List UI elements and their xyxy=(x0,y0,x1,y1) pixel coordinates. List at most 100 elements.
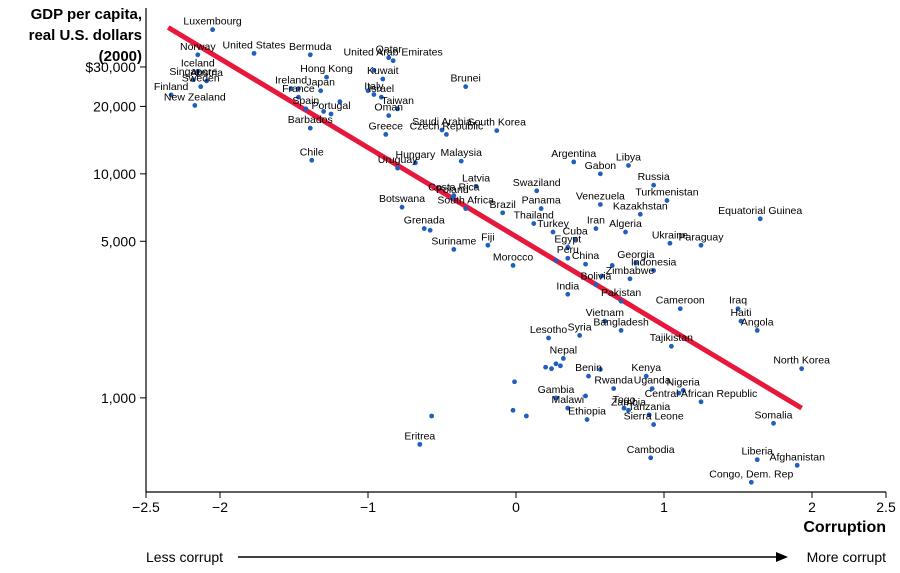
data-point xyxy=(669,343,674,349)
point-label: Rwanda xyxy=(594,375,633,387)
point-label: Indonesia xyxy=(631,257,677,269)
data-point xyxy=(572,236,578,242)
data-point xyxy=(412,160,418,166)
point-label: Finland xyxy=(154,81,189,93)
data-point xyxy=(553,258,559,263)
point-label: Israel xyxy=(368,83,394,95)
x-tick-label: −1 xyxy=(360,499,376,515)
point-label: North Korea xyxy=(773,355,830,367)
data-point xyxy=(451,246,457,252)
data-point xyxy=(324,74,329,80)
data-point xyxy=(621,405,627,411)
data-point xyxy=(543,364,548,370)
data-point xyxy=(328,111,334,117)
data-point xyxy=(626,407,631,413)
data-point xyxy=(378,94,384,100)
data-point xyxy=(303,106,309,112)
y-axis-label-line-1: GDP per capita, xyxy=(30,6,142,23)
data-point xyxy=(251,50,257,56)
point-label: Kenya xyxy=(631,362,661,374)
data-point xyxy=(296,94,301,100)
point-label: Syria xyxy=(568,321,592,333)
x-tick-label: 2.5 xyxy=(876,499,896,515)
data-point xyxy=(597,366,603,372)
data-point xyxy=(649,386,655,391)
point-label: Costa Rica xyxy=(428,182,480,194)
point-label: Grenada xyxy=(404,215,445,227)
data-point xyxy=(799,366,805,372)
data-point xyxy=(754,457,760,463)
data-point xyxy=(560,356,566,361)
y-axis-label-line-2: real U.S. dollars xyxy=(28,27,142,44)
data-point xyxy=(553,361,559,367)
point-label: Kuwait xyxy=(367,65,399,77)
data-point xyxy=(593,226,599,231)
x-tick-label: 2 xyxy=(808,499,816,515)
data-point xyxy=(538,206,544,211)
point-label: Malawi xyxy=(551,394,584,406)
data-point xyxy=(571,159,577,165)
data-point xyxy=(643,373,649,379)
data-point xyxy=(195,68,201,74)
point-label: Algeria xyxy=(609,218,642,230)
point-label: Malaysia xyxy=(441,147,483,159)
data-point xyxy=(667,240,673,246)
point-label: Bangladesh xyxy=(593,316,649,328)
axes-layer xyxy=(145,8,886,562)
data-point xyxy=(651,268,657,273)
point-label: Iraq xyxy=(729,295,747,307)
point-label: Gabon xyxy=(585,160,617,172)
data-point xyxy=(399,204,405,210)
data-point xyxy=(648,455,654,461)
point-label: Spain xyxy=(292,95,319,107)
point-label: Brazil xyxy=(490,199,516,211)
data-point xyxy=(676,390,682,396)
data-point xyxy=(210,27,216,33)
less-corrupt-label: Less corrupt xyxy=(146,549,224,565)
point-label: Angola xyxy=(741,316,774,328)
point-label: China xyxy=(572,250,600,262)
x-tick-label: −2 xyxy=(212,499,228,515)
data-point xyxy=(309,157,315,163)
data-point xyxy=(794,462,800,468)
data-point xyxy=(583,393,588,399)
data-point xyxy=(550,229,556,235)
data-point xyxy=(609,263,615,268)
point-label: South Africa xyxy=(437,195,494,207)
data-point xyxy=(386,113,392,118)
point-label: Vietnam xyxy=(586,307,625,319)
arrow-head-icon xyxy=(776,552,788,562)
point-label: Ethiopia xyxy=(568,406,606,418)
data-point xyxy=(195,52,201,58)
data-point xyxy=(395,165,400,171)
data-point xyxy=(771,420,776,426)
data-point xyxy=(318,88,324,94)
data-point xyxy=(510,263,516,268)
x-tick-label: 1 xyxy=(660,499,668,515)
point-label: Suriname xyxy=(431,235,476,247)
data-point xyxy=(371,92,377,97)
point-label: Peru xyxy=(557,244,579,256)
data-point xyxy=(458,158,464,164)
point-label: France xyxy=(282,83,315,95)
point-label: Venezuela xyxy=(576,190,625,202)
data-point xyxy=(558,363,563,369)
data-point xyxy=(395,106,400,112)
point-label: Cambodia xyxy=(627,444,675,456)
point-label: Togo xyxy=(613,394,636,406)
data-point xyxy=(307,125,313,131)
point-label: Nigeria xyxy=(667,376,700,388)
point-label: Brunei xyxy=(451,73,481,85)
data-point xyxy=(599,273,605,279)
x-tick-label: −2.5 xyxy=(132,499,160,515)
data-point xyxy=(494,128,500,133)
data-point xyxy=(680,387,686,393)
data-point xyxy=(500,210,506,216)
point-label: Taiwan xyxy=(381,95,414,107)
point-label: Zimbabwe xyxy=(606,265,655,277)
y-tick-label: 10,000 xyxy=(93,166,136,182)
data-point xyxy=(321,109,326,114)
data-point xyxy=(698,399,704,405)
point-label: Congo, Dem. Rep xyxy=(709,468,793,480)
point-label: Ukraine xyxy=(652,229,688,241)
